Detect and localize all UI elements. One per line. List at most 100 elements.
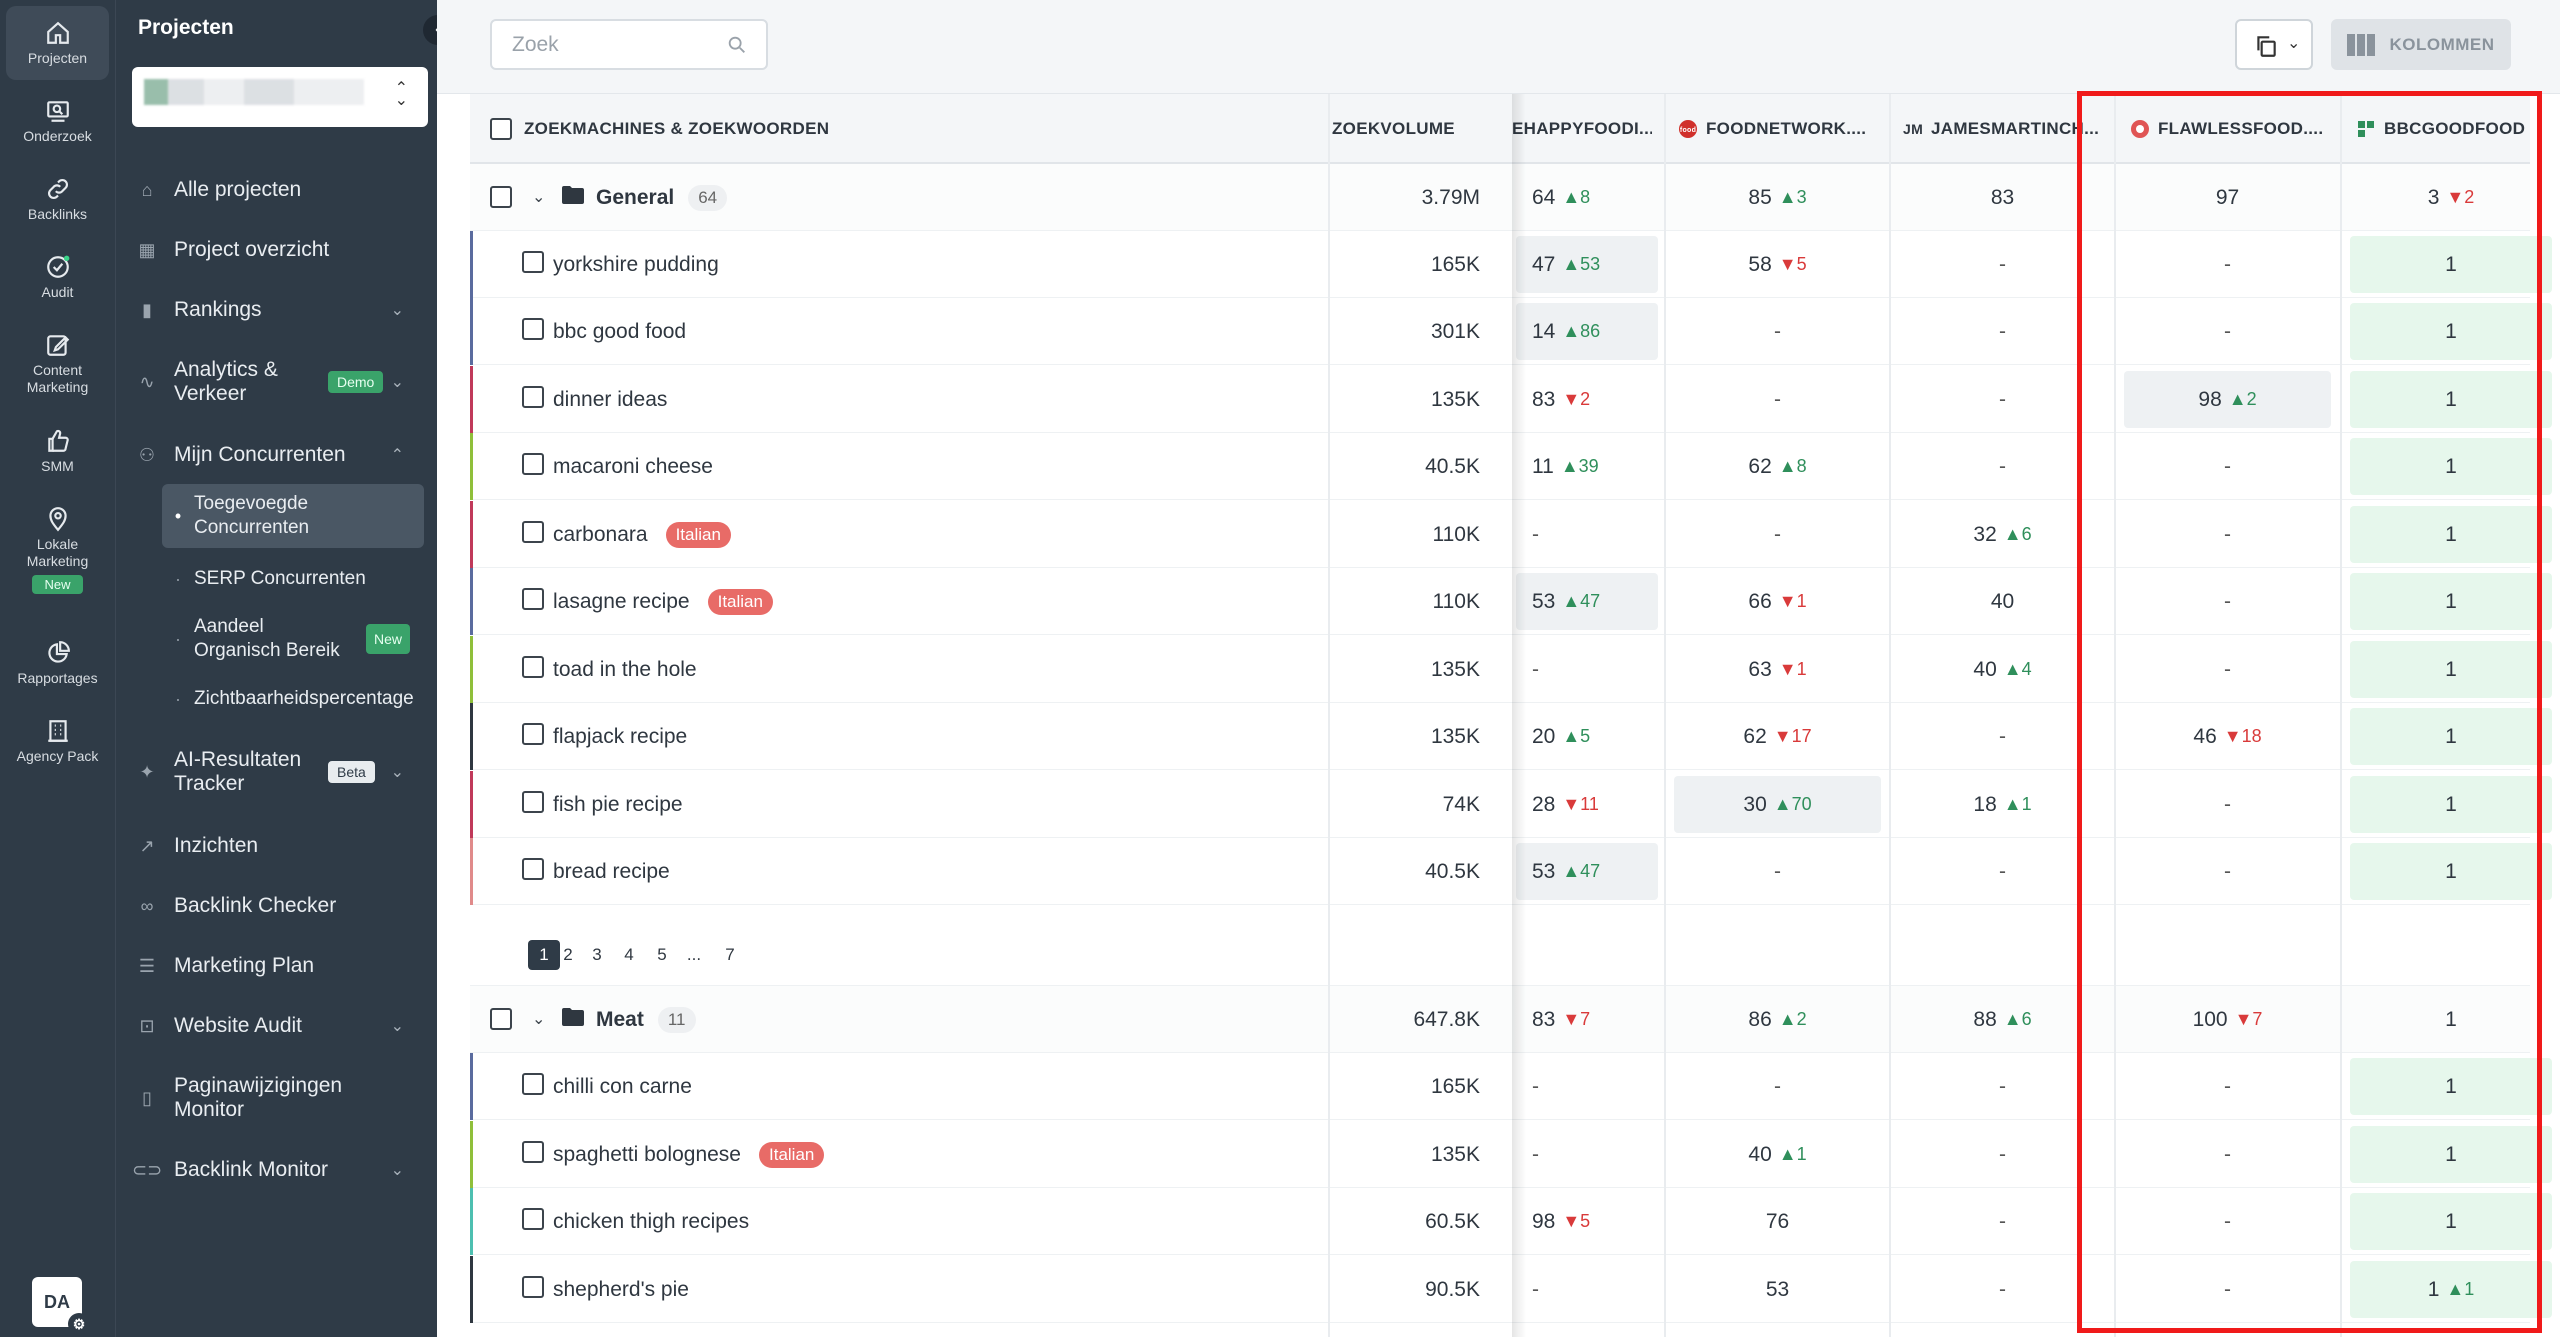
page-button[interactable]: 1	[528, 940, 560, 970]
rail-item-smm[interactable]: SMM	[6, 428, 109, 484]
table-row[interactable]: toad in the hole 135K - 63 ▼1 40 ▲4 - 1	[470, 636, 2552, 703]
position-cell[interactable]: -	[1516, 506, 1658, 563]
sub-zichtbaarheidspercentage[interactable]: · Zichtbaarheidspercentage	[162, 687, 442, 711]
sub-aandeel-organisch-bereik[interactable]: · Aandeel Organisch Bereik New	[162, 615, 424, 663]
position-cell[interactable]: -	[2124, 1058, 2331, 1115]
position-cell[interactable]: 76	[1674, 1193, 1881, 1250]
nav-marketing-plan[interactable]: ☰ Marketing Plan	[132, 954, 426, 978]
keyword-cell[interactable]: dinner ideas	[553, 366, 667, 433]
position-cell[interactable]: 98 ▼5	[1516, 1193, 1658, 1250]
nav-backlink-monitor[interactable]: ⊂⊃ Backlink Monitor ⌄	[132, 1158, 426, 1182]
position-cell[interactable]: 97	[2124, 169, 2331, 226]
keyword-cell[interactable]: bbc good food	[553, 298, 686, 365]
rail-item-onderzoek[interactable]: Onderzoek	[6, 98, 109, 154]
project-selector[interactable]: ⌃ ⌄	[132, 67, 428, 127]
nav-website-audit[interactable]: ⊡ Website Audit ⌄	[132, 1014, 426, 1038]
position-cell[interactable]: -	[2124, 1261, 2331, 1318]
rail-item-agency-pack[interactable]: Agency Pack	[6, 718, 109, 792]
header-zoekvolume[interactable]: ZOEKVOLUME	[1332, 94, 1492, 164]
position-cell[interactable]: 14 ▲86	[1516, 303, 1658, 360]
position-cell[interactable]: -	[2124, 776, 2331, 833]
position-cell[interactable]: -	[1899, 438, 2106, 495]
group-name[interactable]: Meat 11	[562, 986, 696, 1053]
position-cell[interactable]: 1 ▲1	[2350, 1261, 2552, 1318]
position-cell[interactable]: 20 ▲5	[1516, 708, 1658, 765]
position-cell[interactable]: -	[1899, 708, 2106, 765]
position-cell[interactable]: -	[1516, 641, 1658, 698]
rail-item-projecten[interactable]: Projecten	[6, 6, 109, 80]
group-name[interactable]: General 64	[562, 164, 728, 231]
position-cell[interactable]: 1	[2350, 641, 2552, 698]
position-cell[interactable]: -	[2124, 303, 2331, 360]
table-row[interactable]: carbonara Italian 110K - - 32 ▲6 - 1	[470, 501, 2552, 568]
position-cell[interactable]: 53	[1674, 1261, 1881, 1318]
gear-icon[interactable]: ⚙	[68, 1313, 90, 1335]
nav-ai-resultaten-tracker[interactable]: ✦ AI-Resultaten Tracker Beta ⌄	[132, 748, 426, 796]
page-button[interactable]: 7	[725, 945, 735, 964]
table-row[interactable]: lasagne recipe Italian 110K 53 ▲47 66 ▼1 40 - 1	[470, 568, 2552, 635]
position-cell[interactable]: 64 ▲8	[1516, 169, 1658, 226]
position-cell[interactable]: 98 ▲2	[2124, 371, 2331, 428]
nav-mijn-concurrenten[interactable]: ⚇ Mijn Concurrenten ⌃	[132, 443, 426, 467]
row-checkbox[interactable]	[522, 1141, 544, 1163]
rail-item-backlinks[interactable]: Backlinks	[6, 176, 109, 232]
position-cell[interactable]: 1	[2350, 236, 2552, 293]
table-row[interactable]: dinner ideas 135K 83 ▼2 - - 98 ▲2 1	[470, 366, 2552, 433]
position-cell[interactable]: -	[2124, 843, 2331, 900]
position-cell[interactable]: -	[1674, 371, 1881, 428]
group-row[interactable]: ⌄ General 64 3.79M 64 ▲8 85 ▲3 83 97 3 ▼2	[470, 164, 2530, 231]
rail-item-rapportages[interactable]: Rapportages	[6, 640, 109, 696]
position-cell[interactable]: -	[1674, 506, 1881, 563]
position-cell[interactable]: 86 ▲2	[1674, 991, 1881, 1048]
position-cell[interactable]: -	[1674, 303, 1881, 360]
keyword-cell[interactable]: flapjack recipe	[553, 703, 687, 770]
keyword-cell[interactable]: lasagne recipe Italian	[553, 568, 773, 635]
position-cell[interactable]: 1	[2350, 1193, 2552, 1250]
table-row[interactable]: bread recipe 40.5K 53 ▲47 - - - 1	[470, 838, 2552, 905]
position-cell[interactable]: 83	[1899, 169, 2106, 226]
chevron-down-icon[interactable]: ⌄	[532, 189, 546, 206]
position-cell[interactable]: -	[2124, 1193, 2331, 1250]
user-avatar[interactable]: DA ⚙	[32, 1277, 90, 1335]
table-row[interactable]: fish pie recipe 74K 28 ▼11 30 ▲70 18 ▲1 - 1	[470, 771, 2552, 838]
position-cell[interactable]: -	[1674, 843, 1881, 900]
position-cell[interactable]: 40 ▲4	[1899, 641, 2106, 698]
position-cell[interactable]: -	[1516, 1126, 1658, 1183]
group-row[interactable]: ⌄ Meat 11 647.8K 83 ▼7 86 ▲2 88 ▲6 100 ▼7 1	[470, 986, 2530, 1053]
row-checkbox[interactable]	[522, 1073, 544, 1095]
position-cell[interactable]: 53 ▲47	[1516, 843, 1658, 900]
table-row[interactable]: bbc good food 301K 14 ▲86 - - - 1	[470, 298, 2552, 365]
search-input[interactable]	[512, 33, 712, 57]
position-cell[interactable]: 1	[2350, 506, 2552, 563]
position-cell[interactable]: 1	[2350, 573, 2552, 630]
position-cell[interactable]: -	[2124, 1126, 2331, 1183]
rail-item-lokale-marketing[interactable]: Lokale Marketing New	[6, 506, 109, 616]
header-competitor-5[interactable]: BBCGOODFOOD....	[2356, 94, 2526, 164]
row-checkbox[interactable]	[522, 858, 544, 880]
position-cell[interactable]: -	[1899, 1261, 2106, 1318]
position-cell[interactable]: 1	[2350, 438, 2552, 495]
keyword-cell[interactable]: fish pie recipe	[553, 771, 683, 838]
position-cell[interactable]: -	[2124, 641, 2331, 698]
search-box[interactable]	[490, 19, 768, 70]
position-cell[interactable]: 66 ▼1	[1674, 573, 1881, 630]
sub-toegevoegde-concurrenten[interactable]: • Toegevoegde Concurrenten	[162, 484, 424, 548]
position-cell[interactable]: 1	[2350, 776, 2552, 833]
position-cell[interactable]: 18 ▲1	[1899, 776, 2106, 833]
nav-alle-projecten[interactable]: ⌂ Alle projecten	[132, 178, 426, 202]
keyword-cell[interactable]: carbonara Italian	[553, 501, 731, 568]
keyword-cell[interactable]: chicken thigh recipes	[553, 1188, 749, 1255]
position-cell[interactable]: -	[1899, 1126, 2106, 1183]
position-cell[interactable]: 1	[2350, 371, 2552, 428]
position-cell[interactable]: -	[1516, 1058, 1658, 1115]
page-button[interactable]: 2	[563, 945, 573, 964]
keyword-cell[interactable]: toad in the hole	[553, 636, 697, 703]
group-checkbox[interactable]	[490, 186, 512, 208]
keyword-cell[interactable]: yorkshire pudding	[553, 231, 719, 298]
nav-paginawijzigingen-monitor[interactable]: ▯ Paginawijzigingen Monitor	[132, 1074, 426, 1122]
header-keywords[interactable]: ZOEKMACHINES & ZOEKWOORDEN	[524, 94, 964, 164]
position-cell[interactable]: -	[1899, 843, 2106, 900]
position-cell[interactable]: 1	[2350, 991, 2552, 1048]
chevron-down-icon[interactable]: ⌄	[532, 1011, 546, 1028]
table-row[interactable]: chilli con carne 165K - - - - 1	[470, 1053, 2552, 1120]
